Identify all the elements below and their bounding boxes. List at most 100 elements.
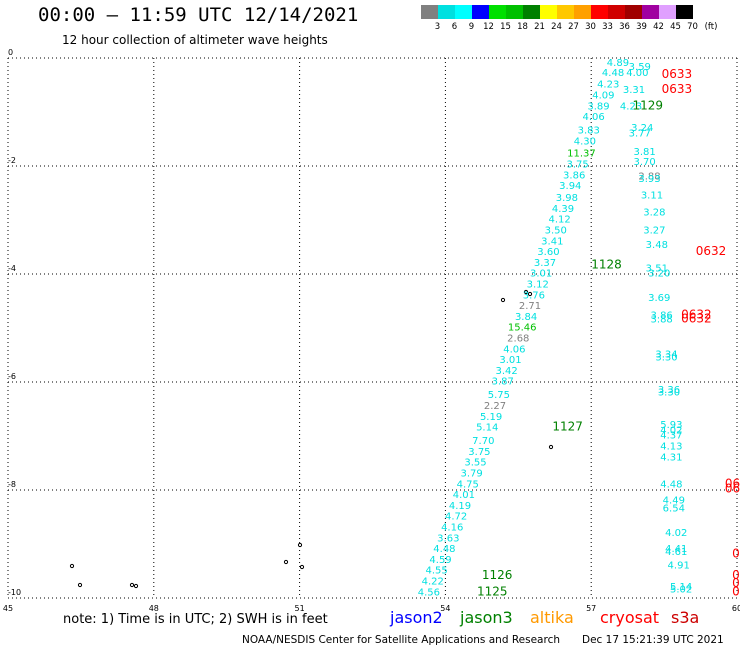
wave-height-value: 4.56	[418, 587, 440, 598]
island-outline	[500, 297, 506, 303]
lon-tick-label: 48	[149, 604, 159, 613]
wave-height-value: 5.19	[480, 412, 502, 423]
wave-height-value: 3.81	[634, 147, 656, 158]
wave-height-value: 4.00	[626, 68, 648, 79]
wave-height-value: 2.88	[638, 172, 660, 183]
wave-height-value: 4.01	[453, 490, 475, 501]
wave-height-value: 15.46	[508, 323, 537, 334]
scale-label-15: 15	[500, 22, 511, 32]
lat-tick-label: -8	[8, 480, 16, 489]
wave-height-value: 4.30	[574, 136, 596, 147]
wave-height-value: 3.86	[651, 310, 673, 321]
legend-jason3: jason3	[460, 608, 513, 627]
scale-unit-label: (ft)	[704, 22, 718, 32]
wave-height-value: 3.24	[631, 123, 653, 134]
legend-cryosat: cryosat	[600, 608, 660, 627]
scale-swatch-12	[472, 5, 489, 19]
wave-height-value: 3.30	[655, 352, 677, 363]
island-outline	[77, 582, 83, 588]
wave-height-value: 3.70	[634, 157, 656, 168]
pass-time-label: 1129	[633, 98, 664, 112]
wave-height-value: 4.37	[660, 431, 682, 442]
wave-height-value: 3.28	[643, 208, 665, 219]
wave-height-value: 4.48	[602, 68, 624, 79]
wave-height-value: 3.76	[523, 290, 545, 301]
wave-height-value: 4.13	[660, 442, 682, 453]
wave-height-value: 4.48	[660, 479, 682, 490]
scale-label-6: 6	[451, 22, 458, 32]
wave-height-value: 6.54	[663, 504, 685, 515]
scale-swatch-36	[608, 5, 625, 19]
pass-time-label: 0632	[681, 312, 712, 326]
wave-height-value: 3.86	[563, 170, 585, 181]
wave-height-value: 4.23	[620, 101, 642, 112]
scale-swatch-6	[438, 5, 455, 19]
wave-height-value: 3.84	[515, 312, 537, 323]
wave-height-value: 3.31	[623, 85, 645, 96]
scale-label-42: 42	[653, 22, 664, 32]
wave-height-value: 4.19	[449, 501, 471, 512]
wave-height-value: 3.59	[629, 62, 651, 73]
scale-label-39: 39	[636, 22, 647, 32]
wave-height-value: 4.72	[445, 512, 467, 523]
pass-time-label: 0630	[732, 547, 740, 561]
credit-text: NOAA/NESDIS Center for Satellite Applica…	[242, 634, 560, 646]
wave-height-value: 3.69	[648, 293, 670, 304]
wave-height-value: 4.06	[582, 112, 604, 123]
wave-height-value: 3.12	[527, 280, 549, 291]
wave-height-value: 3.98	[556, 193, 578, 204]
wave-height-value: 3.94	[559, 181, 581, 192]
pass-time-label: 063	[732, 568, 740, 582]
map-subtitle: 12 hour collection of altimeter wave hei…	[62, 33, 328, 47]
lon-tick-label: 51	[295, 604, 305, 613]
scale-label-9: 9	[468, 22, 475, 32]
wave-height-value: 3.79	[461, 469, 483, 480]
legend-s3a: s3a	[671, 608, 700, 627]
scale-swatch-9	[455, 5, 472, 19]
wave-height-value: 3.93	[638, 174, 660, 185]
wave-height-value: 3.27	[643, 226, 665, 237]
wave-height-value: 3.55	[464, 458, 486, 469]
scale-swatch-33	[591, 5, 608, 19]
wave-height-value: 3.63	[437, 533, 459, 544]
scale-label-12: 12	[483, 22, 494, 32]
legend-jason2: jason2	[390, 608, 443, 627]
wave-height-value: 4.59	[429, 555, 451, 566]
lon-tick-label: 54	[440, 604, 450, 613]
island-outline	[548, 444, 554, 450]
pass-time-label: 063	[732, 584, 740, 598]
wave-height-value: 4.23	[597, 80, 619, 91]
wave-height-value: 4.55	[426, 566, 448, 577]
island-outline	[133, 583, 139, 589]
scale-label-70: 70	[687, 22, 698, 32]
lon-tick-label: 57	[586, 604, 596, 613]
scale-swatch-45	[659, 5, 676, 19]
wave-height-value: 4.39	[552, 204, 574, 215]
wave-height-value: 5.14	[476, 423, 498, 434]
wave-height-value: 3.20	[648, 269, 670, 280]
wave-height-value: 3.87	[492, 377, 514, 388]
wave-height-value: 4.06	[503, 344, 525, 355]
pass-time-label: 1127	[552, 420, 583, 434]
scale-label-21: 21	[534, 22, 545, 32]
wave-height-value: 3.50	[545, 226, 567, 237]
wave-height-value: 5.75	[488, 390, 510, 401]
wave-height-value: 5.14	[670, 582, 692, 593]
pass-time-label: 063	[732, 576, 740, 590]
wave-height-value: 3.36	[658, 385, 680, 396]
wave-height-value: 3.01	[530, 269, 552, 280]
wave-height-value: 7.70	[472, 436, 494, 447]
wave-height-value: 4.41	[665, 544, 687, 555]
scale-label-18: 18	[517, 22, 528, 32]
wave-height-value: 4.16	[441, 523, 463, 534]
island-outline	[69, 563, 75, 569]
wave-height-value: 4.12	[548, 215, 570, 226]
wave-height-value: 3.01	[499, 355, 521, 366]
island-outline	[523, 289, 529, 295]
scale-label-33: 33	[602, 22, 613, 32]
island-outline	[297, 542, 303, 548]
wave-height-value: 3.34	[655, 350, 677, 361]
wave-height-value: 3.42	[496, 366, 518, 377]
scale-label-36: 36	[619, 22, 630, 32]
scale-swatch-3	[421, 5, 438, 19]
